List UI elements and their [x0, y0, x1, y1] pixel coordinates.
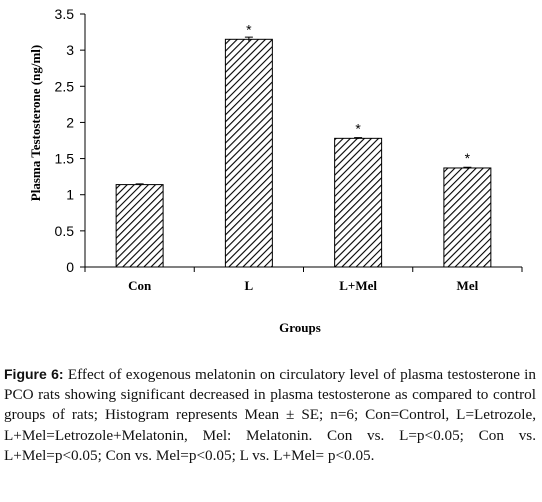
- y-tick-label: 1.5: [55, 151, 75, 167]
- bars: * * *: [115, 21, 492, 268]
- significance-marker: *: [246, 21, 252, 37]
- significance-marker: *: [465, 150, 471, 166]
- y-tick-label: 1: [66, 187, 74, 203]
- bar-chart: 0 0.5 1 1.5 2 2.5 3 3.5 * * * Con L L+Mel Mel Plasma…: [28, 6, 523, 335]
- category-label: L: [245, 278, 254, 293]
- figure-label: Figure 6:: [4, 366, 64, 382]
- category-label: Con: [128, 278, 152, 293]
- y-tick-label: 0.5: [55, 223, 75, 239]
- y-axis-ticks: 0 0.5 1 1.5 2 2.5 3 3.5: [55, 6, 85, 275]
- category-label: L+Mel: [339, 278, 377, 293]
- y-tick-label: 2: [66, 114, 74, 130]
- bar-con: [115, 184, 164, 268]
- bar-l: [224, 38, 273, 268]
- y-axis-title: Plasma Testosterone (ng/ml): [28, 45, 43, 201]
- y-tick-label: 3: [66, 42, 74, 58]
- x-axis-title: Groups: [279, 320, 321, 335]
- caption-text: Effect of exogenous melatonin on circula…: [4, 366, 536, 464]
- y-tick-label: 3.5: [55, 6, 75, 22]
- significance-marker: *: [355, 120, 361, 136]
- category-labels: Con L L+Mel Mel: [84, 267, 523, 293]
- y-tick-label: 2.5: [55, 78, 75, 94]
- figure-caption: Figure 6: Effect of exogenous melatonin …: [4, 364, 536, 466]
- bar-l-mel: [334, 137, 383, 268]
- bar-mel: [443, 167, 492, 268]
- category-label: Mel: [457, 278, 479, 293]
- y-tick-label: 0: [66, 259, 74, 275]
